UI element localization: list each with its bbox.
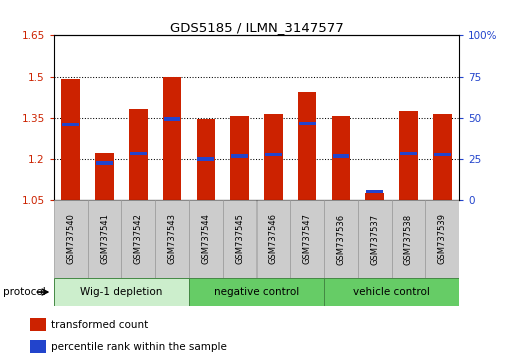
- Bar: [95, 153, 114, 200]
- Bar: [230, 116, 249, 200]
- Text: percentile rank within the sample: percentile rank within the sample: [51, 342, 227, 352]
- Bar: [399, 111, 418, 200]
- Text: GSM737542: GSM737542: [134, 213, 143, 264]
- Bar: [231, 154, 248, 158]
- Bar: [62, 79, 80, 200]
- Bar: [434, 153, 450, 156]
- Bar: [163, 76, 182, 200]
- Text: GSM737540: GSM737540: [66, 213, 75, 264]
- Text: GSM737539: GSM737539: [438, 213, 447, 264]
- Text: GSM737543: GSM737543: [168, 213, 176, 264]
- Bar: [63, 123, 79, 126]
- Bar: [155, 200, 189, 278]
- Bar: [331, 116, 350, 200]
- Bar: [196, 119, 215, 200]
- Bar: [332, 154, 349, 158]
- Text: GSM737537: GSM737537: [370, 213, 379, 264]
- Bar: [324, 278, 459, 306]
- Bar: [130, 152, 147, 155]
- Bar: [265, 153, 282, 156]
- Bar: [129, 109, 148, 200]
- Bar: [189, 278, 324, 306]
- Bar: [433, 114, 451, 200]
- Bar: [400, 152, 417, 155]
- Bar: [298, 92, 317, 200]
- Bar: [198, 157, 214, 160]
- Bar: [164, 118, 181, 121]
- Bar: [54, 278, 189, 306]
- Bar: [88, 200, 122, 278]
- Text: GSM737546: GSM737546: [269, 213, 278, 264]
- Bar: [365, 193, 384, 200]
- Bar: [391, 200, 425, 278]
- Title: GDS5185 / ILMN_3147577: GDS5185 / ILMN_3147577: [170, 21, 343, 34]
- Text: negative control: negative control: [214, 287, 299, 297]
- Bar: [299, 121, 315, 125]
- Text: GSM737538: GSM737538: [404, 213, 413, 264]
- Bar: [30, 340, 47, 353]
- Bar: [264, 114, 283, 200]
- Bar: [54, 200, 88, 278]
- Bar: [122, 200, 155, 278]
- Bar: [425, 200, 459, 278]
- Text: protocol: protocol: [3, 287, 45, 297]
- Bar: [256, 200, 290, 278]
- Text: Wig-1 depletion: Wig-1 depletion: [80, 287, 163, 297]
- Bar: [189, 200, 223, 278]
- Bar: [366, 190, 383, 193]
- Text: vehicle control: vehicle control: [353, 287, 430, 297]
- Text: GSM737545: GSM737545: [235, 213, 244, 264]
- Bar: [290, 200, 324, 278]
- Bar: [96, 161, 113, 165]
- Bar: [324, 200, 358, 278]
- Text: GSM737544: GSM737544: [201, 213, 210, 264]
- Text: GSM737547: GSM737547: [303, 213, 312, 264]
- Text: transformed count: transformed count: [51, 320, 148, 330]
- Bar: [30, 318, 47, 331]
- Bar: [223, 200, 256, 278]
- Text: GSM737541: GSM737541: [100, 213, 109, 264]
- Bar: [358, 200, 391, 278]
- Text: GSM737536: GSM737536: [337, 213, 345, 264]
